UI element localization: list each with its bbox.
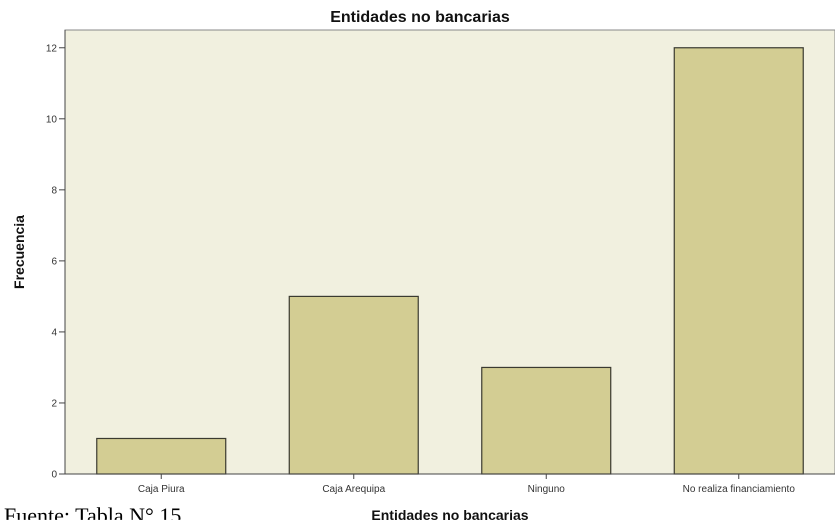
x-tick-label: Ninguno: [528, 484, 566, 495]
x-tick-label: Caja Arequipa: [322, 484, 385, 495]
x-tick-label: No realiza financiamiento: [683, 484, 796, 495]
y-tick-label: 12: [46, 43, 58, 54]
chart-title: Entidades no bancarias: [330, 9, 510, 26]
bar: [481, 366, 612, 475]
y-tick-label: 10: [46, 114, 58, 125]
y-tick-label: 2: [51, 398, 57, 409]
bars: [96, 47, 804, 475]
bar: [288, 295, 419, 475]
y-axis-title: Frecuencia: [11, 215, 27, 289]
y-axis-ticks: 0 2 4 6 8 10 12: [46, 43, 65, 481]
y-tick-label: 8: [51, 185, 57, 196]
y-tick-label: 0: [51, 470, 57, 481]
y-tick-label: 6: [51, 256, 57, 267]
x-axis-tick-labels: Caja Piura Caja Arequipa Ninguno No realiza…: [138, 474, 795, 495]
x-tick-label: Caja Piura: [138, 484, 185, 495]
x-axis-title: Entidades no bancarias: [371, 507, 528, 523]
bar: [96, 437, 227, 475]
y-tick-label: 4: [51, 327, 57, 338]
bar: [673, 47, 804, 475]
source-footnote: Fuente: Tabla N° 15: [4, 503, 182, 528]
